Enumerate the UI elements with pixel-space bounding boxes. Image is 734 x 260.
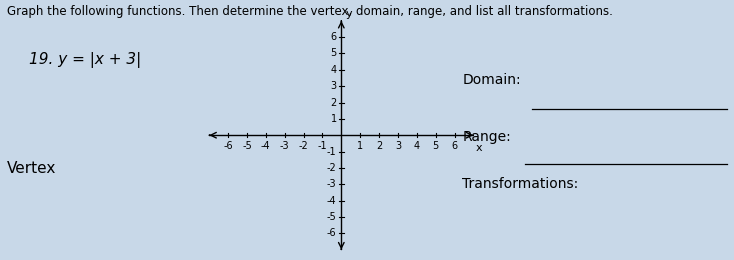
Text: Domain:: Domain:	[462, 73, 521, 87]
Text: Vertex: Vertex	[7, 161, 57, 176]
Text: -3: -3	[327, 179, 337, 189]
Text: -2: -2	[327, 163, 337, 173]
Text: 4: 4	[414, 141, 420, 151]
Text: 6: 6	[330, 32, 337, 42]
Text: -6: -6	[327, 228, 337, 238]
Text: y: y	[346, 9, 352, 19]
Text: 5: 5	[330, 48, 337, 58]
Text: 6: 6	[451, 141, 457, 151]
Text: Range:: Range:	[462, 130, 511, 144]
Text: 1: 1	[330, 114, 337, 124]
Text: -2: -2	[299, 141, 308, 151]
Text: 5: 5	[432, 141, 439, 151]
Text: -5: -5	[242, 141, 252, 151]
Text: -5: -5	[327, 212, 337, 222]
Text: 2: 2	[330, 98, 337, 108]
Text: 3: 3	[395, 141, 401, 151]
Text: -6: -6	[223, 141, 233, 151]
Text: -3: -3	[280, 141, 289, 151]
Text: 4: 4	[330, 65, 337, 75]
Text: 2: 2	[376, 141, 382, 151]
Text: -1: -1	[327, 147, 337, 157]
Text: Graph the following functions. Then determine the vertex, domain, range, and lis: Graph the following functions. Then dete…	[7, 5, 613, 18]
Text: x: x	[476, 142, 482, 153]
Text: Transformations:: Transformations:	[462, 177, 578, 191]
Text: 1: 1	[357, 141, 363, 151]
Text: -1: -1	[318, 141, 327, 151]
Text: -4: -4	[327, 196, 337, 206]
Text: 3: 3	[330, 81, 337, 91]
Text: -4: -4	[261, 141, 271, 151]
Text: 19. y = |x + 3|: 19. y = |x + 3|	[29, 52, 142, 68]
